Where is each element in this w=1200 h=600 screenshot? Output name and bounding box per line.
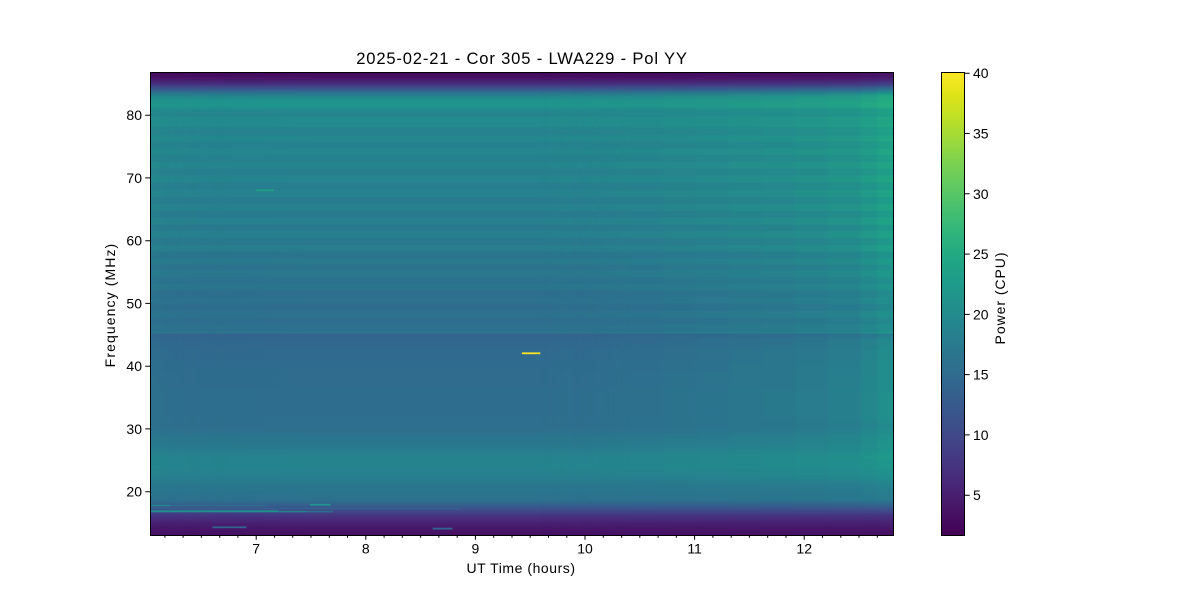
svg-text:20: 20 (126, 484, 142, 500)
svg-text:Power (CPU): Power (CPU) (992, 252, 1008, 345)
svg-text:40: 40 (973, 65, 989, 81)
svg-text:50: 50 (126, 295, 142, 311)
svg-text:10: 10 (973, 427, 989, 443)
svg-text:70: 70 (126, 170, 142, 186)
svg-text:15: 15 (973, 367, 989, 383)
svg-text:80: 80 (126, 107, 142, 123)
svg-text:60: 60 (126, 233, 142, 249)
svg-text:Frequency (MHz): Frequency (MHz) (102, 243, 118, 368)
svg-text:5: 5 (973, 487, 981, 503)
svg-text:30: 30 (973, 186, 989, 202)
svg-text:8: 8 (362, 541, 370, 557)
svg-text:20: 20 (973, 306, 989, 322)
svg-text:35: 35 (973, 126, 989, 142)
svg-text:10: 10 (577, 541, 593, 557)
svg-text:30: 30 (126, 421, 142, 437)
svg-text:UT Time (hours): UT Time (hours) (466, 560, 575, 576)
svg-text:2025-02-21 - Cor 305 - LWA229: 2025-02-21 - Cor 305 - LWA229 - Pol YY (356, 49, 688, 68)
svg-text:25: 25 (973, 246, 989, 262)
svg-text:11: 11 (687, 541, 702, 557)
svg-text:12: 12 (796, 541, 812, 557)
svg-text:40: 40 (126, 358, 142, 374)
svg-text:9: 9 (472, 541, 480, 557)
svg-text:7: 7 (252, 541, 260, 557)
